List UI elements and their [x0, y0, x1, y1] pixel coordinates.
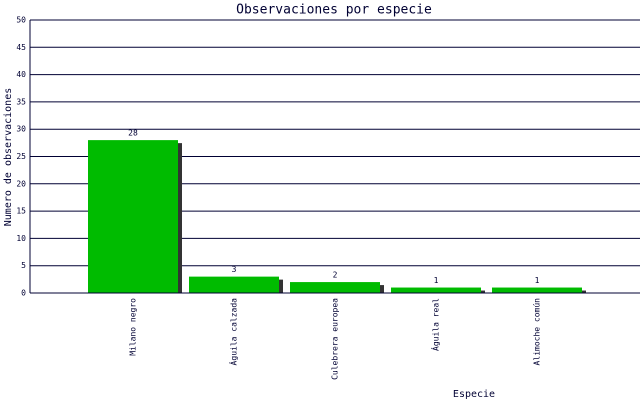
x-tick-label: Águila calzada: [228, 298, 239, 366]
data-label: 3: [232, 265, 237, 274]
y-tick-label: 25: [16, 152, 26, 161]
y-tick-label: 5: [21, 261, 26, 270]
y-tick-label: 10: [16, 234, 26, 243]
plot-area: 0 5 10 15 20 25 30 35 40 45 50 Milano negro 28 Águila…: [16, 16, 640, 380]
data-label: 28: [128, 129, 138, 138]
bar: [492, 287, 582, 293]
y-tick-label: 20: [16, 179, 26, 188]
data-label: 1: [434, 276, 439, 285]
x-axis-title: Especie: [453, 389, 495, 400]
y-tick-label: 40: [16, 70, 26, 79]
chart-title: Observaciones por especie: [236, 3, 432, 18]
data-label: 2: [333, 271, 338, 280]
bar: [88, 140, 178, 293]
bar: [290, 282, 380, 293]
bar: [189, 276, 279, 293]
y-tick-label: 15: [16, 207, 26, 216]
y-tick-label: 45: [16, 43, 26, 52]
x-tick-label: Águila real: [430, 298, 441, 351]
x-tick-label: Alimoche común: [533, 298, 542, 366]
data-label: 1: [535, 276, 540, 285]
y-tick-label: 0: [21, 289, 26, 298]
bar: [391, 287, 481, 293]
y-axis-title: Numero de observaciones: [3, 88, 14, 226]
x-tick-label: Culebrera europea: [331, 298, 340, 380]
y-tick-label: 35: [16, 97, 26, 106]
y-tick-label: 30: [16, 125, 26, 134]
x-tick-label: Milano negro: [129, 298, 138, 356]
y-tick-label: 50: [16, 16, 26, 25]
